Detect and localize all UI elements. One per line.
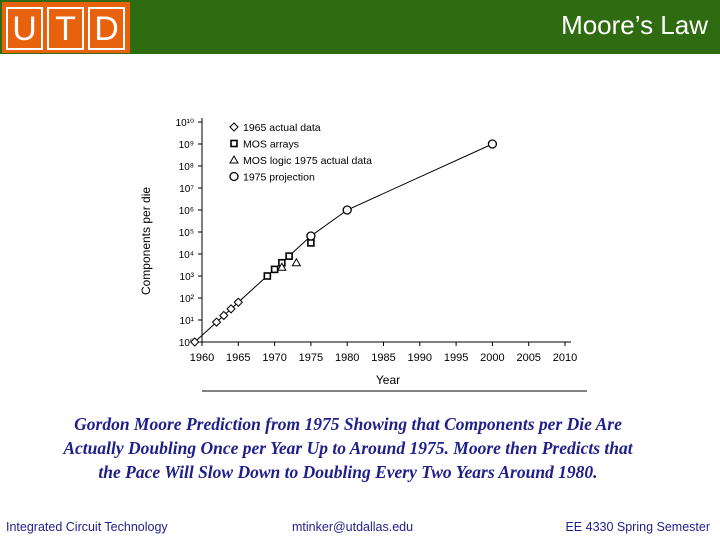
circle-data-point (342, 205, 352, 215)
y-tick-label: 10⁶ (179, 206, 194, 217)
legend-label: 1975 projection (243, 172, 315, 184)
diamond-data-point (226, 304, 236, 314)
diamond-data-point (190, 337, 200, 347)
y-tick-label: 10² (180, 294, 195, 305)
trend-line-group (194, 143, 493, 343)
utd-logo: U T D (2, 2, 130, 53)
x-tick-label: 1995 (444, 352, 468, 364)
y-tick-label: 10¹⁰ (176, 118, 194, 129)
y-axis-label-group: Components per die (139, 187, 153, 295)
legend-triangle-marker (229, 154, 239, 164)
footer-semester: EE 4330 Spring Semester (565, 520, 710, 534)
y-tick-label: 10⁸ (179, 162, 194, 173)
chart-axes (201, 118, 587, 392)
footer-email: mtinker@utdallas.edu (292, 520, 414, 534)
legend-circle-marker (229, 171, 239, 182)
x-tick-label: 1985 (371, 352, 395, 364)
x-tick-label: 2005 (516, 352, 540, 364)
moores-law-chart: Components per die Year 1960 1965 1970 1975… (139, 118, 587, 392)
square-data-point (285, 252, 293, 260)
x-tick-label: 1960 (190, 352, 214, 364)
y-tick-label: 10⁴ (179, 250, 194, 261)
y-tick-label: 10⁷ (179, 184, 194, 195)
y-tick-label: 10¹ (180, 316, 195, 327)
x-tick-label: 2010 (553, 352, 577, 364)
slide-header: U T D Moore’s Law (0, 0, 720, 54)
caption-line: Gordon Moore Prediction from 1975 Showin… (74, 414, 622, 434)
circle-data-point (487, 139, 498, 149)
x-tick-label: 1990 (408, 352, 432, 364)
y-tick-label: 10³ (180, 272, 195, 283)
legend-diamond-marker (229, 122, 239, 132)
diamond-data-point (211, 317, 222, 327)
triangle-data-point (291, 257, 302, 267)
y-axis-label: Components per die (139, 187, 153, 295)
x-tick-label: 2000 (480, 352, 504, 364)
square-data-point (263, 272, 272, 280)
chart-legend: 1965 actual data MOS arrays MOS logic 1975… (229, 122, 372, 184)
x-tick-label: 1965 (226, 352, 250, 364)
diamond-data-point (219, 310, 229, 321)
square-data-point (307, 239, 315, 247)
logo-letter-d: D (88, 7, 125, 50)
legend-label: MOS arrays (243, 139, 299, 151)
footer-course: Integrated Circuit Technology (6, 520, 168, 534)
legend-square-marker (230, 139, 238, 148)
slide-caption: Gordon Moore Prediction from 1975 Showin… (10, 412, 686, 484)
triangle-data-point (276, 262, 287, 271)
x-tick-label: 1970 (262, 352, 286, 364)
square-data-point (270, 265, 279, 274)
y-tick-label: 10⁰ (179, 338, 194, 349)
y-tick-label: 10⁹ (179, 140, 194, 151)
trend-line (194, 143, 493, 343)
x-axis-label: Year (376, 373, 400, 387)
slide-title: Moore’s Law (561, 10, 708, 40)
y-tick-label: 10⁵ (179, 228, 194, 239)
x-tick-label: 1980 (335, 352, 359, 364)
caption-line: the Pace Will Slow Down to Doubling Ever… (98, 462, 598, 482)
caption-line: Actually Doubling Once per Year Up to Ar… (63, 438, 633, 458)
circle-data-point (306, 231, 316, 241)
data-points (190, 139, 498, 347)
legend-label: MOS logic 1975 actual data (243, 155, 372, 167)
logo-letter-t: T (47, 7, 84, 50)
diamond-data-point (233, 297, 244, 307)
logo-letter-u: U (6, 7, 43, 50)
chart-ticks: 1960 1965 1970 1975 1980 1985 1990 1995 2000 2005… (176, 118, 578, 364)
legend-label: 1965 actual data (243, 122, 321, 134)
x-tick-label: 1975 (299, 352, 323, 364)
